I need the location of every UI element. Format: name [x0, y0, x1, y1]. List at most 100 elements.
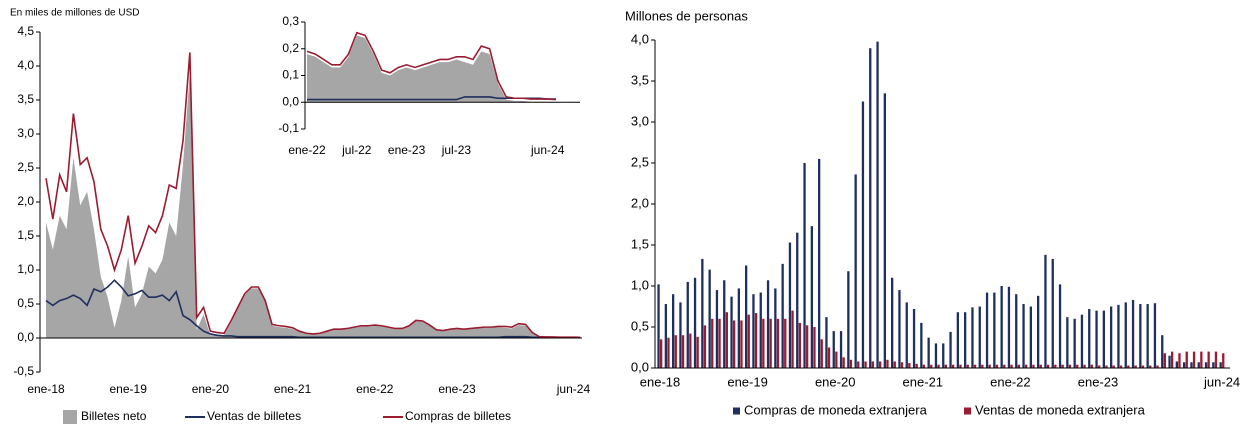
- bar: [1017, 364, 1020, 368]
- bar: [915, 363, 918, 368]
- x-tick-label: ene-21: [274, 382, 312, 396]
- bar: [679, 302, 682, 368]
- bar: [1134, 365, 1137, 368]
- bar: [664, 304, 667, 368]
- bar: [973, 364, 977, 368]
- bar: [883, 93, 886, 369]
- bar: [1066, 317, 1069, 368]
- bar: [1171, 351, 1174, 368]
- bar: [842, 357, 845, 368]
- bar: [796, 232, 799, 368]
- bar: [1061, 364, 1064, 368]
- bar: [1098, 365, 1101, 368]
- bar: [813, 327, 816, 368]
- bar: [776, 318, 780, 368]
- bar: [667, 337, 670, 368]
- bar: [1168, 355, 1171, 368]
- bar: [1054, 364, 1057, 368]
- bar: [1090, 364, 1093, 368]
- bar: [1124, 302, 1127, 368]
- x-tick-label: ene-22: [288, 143, 326, 157]
- bar: [944, 364, 947, 368]
- bar: [769, 318, 772, 368]
- bar: [1192, 351, 1196, 368]
- x-tick-label: jul-22: [341, 143, 372, 157]
- bar: [985, 292, 989, 368]
- bar: [1212, 362, 1215, 368]
- x-tick-label: ene-20: [192, 382, 230, 396]
- bar: [701, 258, 704, 368]
- y-axis-title: En miles de millones de USD: [10, 8, 140, 19]
- bar: [689, 333, 692, 368]
- bar: [920, 322, 923, 368]
- y-tick-label: 3,5: [631, 72, 649, 87]
- bar: [693, 277, 697, 368]
- bar: [871, 361, 874, 368]
- bar: [745, 265, 748, 368]
- bar: [1156, 365, 1159, 368]
- x-tick-label: jun-24: [530, 143, 565, 157]
- bar: [1222, 353, 1225, 368]
- bar: [711, 318, 714, 368]
- x-tick-label: ene-22: [356, 382, 394, 396]
- bar: [893, 361, 896, 368]
- bar: [674, 335, 677, 368]
- bar: [1080, 314, 1084, 368]
- bar: [1037, 295, 1040, 368]
- bar: [922, 364, 926, 368]
- bar: [803, 163, 806, 368]
- bar: [1219, 362, 1222, 368]
- bar: [1183, 362, 1186, 368]
- bar: [1095, 310, 1098, 368]
- bar: [1185, 351, 1188, 368]
- bar: [861, 101, 865, 368]
- x-tick-label: ene-23: [1078, 374, 1118, 389]
- bar: [1010, 364, 1013, 368]
- y-tick-label: 0,2: [282, 41, 299, 55]
- bar: [730, 296, 733, 368]
- bar: [827, 347, 831, 368]
- bar: [966, 364, 969, 368]
- bar: [1141, 365, 1145, 368]
- bar: [937, 364, 940, 368]
- bar: [1178, 353, 1181, 368]
- bar: [839, 331, 843, 368]
- bar: [1088, 308, 1091, 368]
- bar: [876, 41, 879, 368]
- x-tick-label: jul-23: [441, 143, 472, 157]
- bar: [788, 242, 792, 368]
- y-tick-label: 0,3: [282, 14, 299, 28]
- bar: [1058, 284, 1062, 368]
- y-tick-label: 0,0: [282, 94, 299, 108]
- bar: [715, 290, 719, 368]
- bar: [864, 361, 867, 368]
- x-tick-label: ene-22: [990, 374, 1030, 389]
- bar: [759, 292, 762, 368]
- bar: [718, 318, 721, 368]
- bar: [696, 336, 699, 368]
- bar: [762, 318, 765, 368]
- bar: [905, 302, 908, 368]
- bar: [725, 312, 728, 368]
- bar: [1112, 365, 1115, 368]
- bar: [1149, 365, 1152, 368]
- x-tick-label: ene-20: [815, 374, 855, 389]
- bar: [942, 343, 945, 368]
- bar: [1197, 362, 1200, 368]
- bar: [900, 362, 904, 368]
- bar: [1214, 351, 1218, 368]
- y-tick-label: 0,5: [631, 318, 649, 333]
- y-tick-label: 0,0: [631, 359, 649, 374]
- x-tick-label: ene-18: [27, 382, 65, 396]
- y-tick-label: 2,5: [631, 154, 649, 169]
- y-tick-label: 3,0: [17, 126, 34, 140]
- x-tick-label: ene-23: [388, 143, 426, 157]
- x-tick-label: ene-21: [903, 374, 943, 389]
- legend-swatch: [63, 410, 77, 424]
- bar: [854, 174, 857, 368]
- bar: [657, 284, 660, 368]
- bar: [1015, 294, 1018, 368]
- bar: [1153, 303, 1157, 368]
- legend-label: Ventas de billetes: [207, 409, 301, 423]
